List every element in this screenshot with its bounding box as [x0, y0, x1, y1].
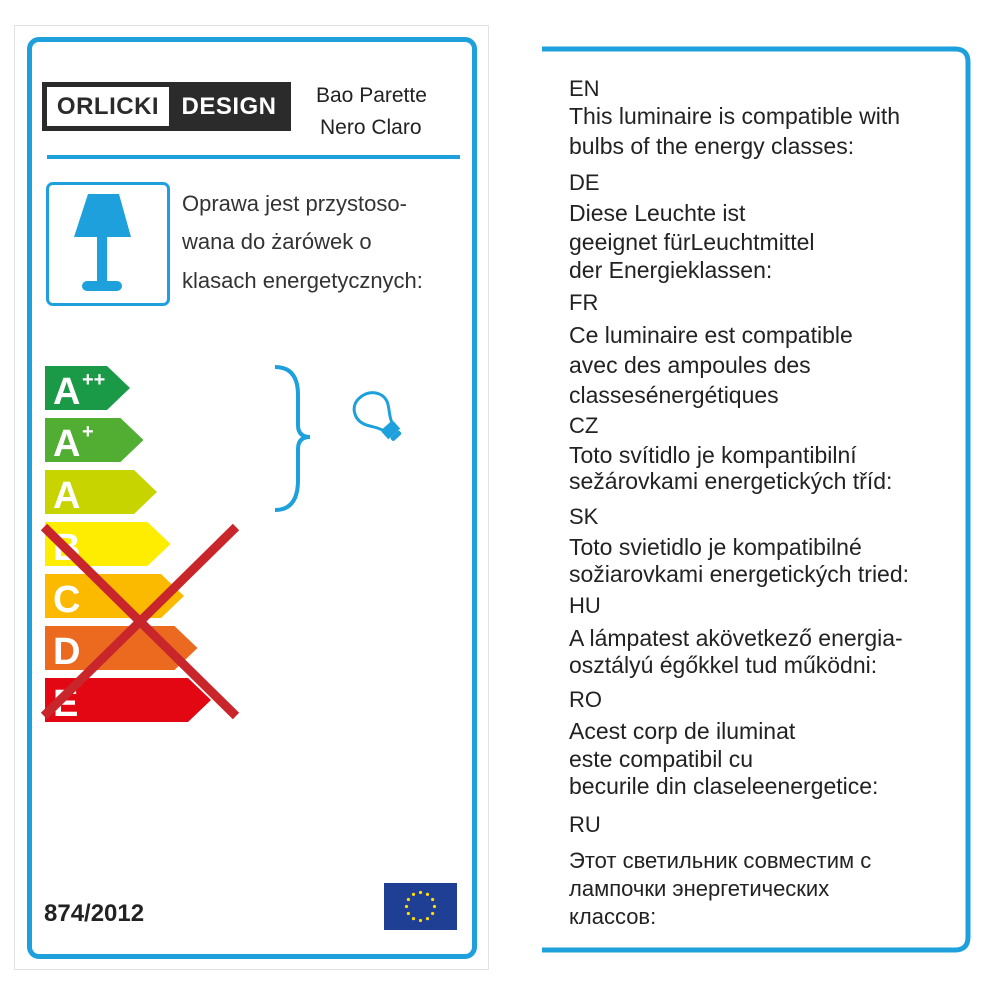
- eu-star: [406, 897, 410, 902]
- language-code: CZ: [569, 413, 599, 438]
- polish-text-line: klasach energetycznych:: [182, 268, 423, 293]
- compatibility-text-line: лампочки энергетических: [569, 876, 830, 901]
- product-variant: Nero Claro: [320, 116, 422, 139]
- language-code: EN: [569, 76, 600, 101]
- energy-class-superscript: ++: [82, 369, 105, 391]
- logo-right-text: DESIGN: [181, 93, 277, 120]
- eu-star: [431, 911, 435, 916]
- language-code: HU: [569, 593, 601, 618]
- product-name: Bao Parette: [316, 84, 427, 107]
- polish-text-line: Oprawa jest przystoso-: [182, 191, 407, 216]
- energy-scale: A++A+ABCDE: [40, 365, 457, 930]
- logo-left-text: ORLICKI: [47, 87, 169, 126]
- regulation-number: 874/2012: [44, 900, 145, 927]
- eu-star: [432, 904, 437, 909]
- divider: [47, 155, 460, 159]
- energy-class-superscript: +: [82, 421, 94, 443]
- language-code: SK: [569, 504, 599, 529]
- cross-out-icon: [40, 523, 240, 720]
- compatibility-text-line: bulbs of the energy classes:: [569, 133, 855, 159]
- compatibility-text-line: der Energieklassen:: [569, 257, 773, 283]
- compatibility-text-line: Этот светильник совместим с: [569, 848, 872, 873]
- compatibility-text-line: osztályú égőkkel tud működni:: [569, 652, 878, 678]
- compatibility-text-line: A lámpatest akövetkező energia-: [569, 625, 903, 651]
- compatibility-text-line: Toto svítidlo je kompantibilní: [569, 442, 857, 468]
- energy-class-label: A: [53, 371, 80, 413]
- language-code: FR: [569, 290, 599, 315]
- label-outer-frame: [14, 25, 489, 970]
- compatibility-text-line: Ce luminaire est compatible: [569, 322, 853, 348]
- compatibility-text-line: Acest corp de iluminat: [569, 718, 796, 744]
- compatibility-text-line: avec des ampoules des: [569, 352, 811, 378]
- eu-flag-icon: [384, 883, 457, 930]
- eu-star: [406, 911, 410, 916]
- compatibility-text-line: becurile din claseleenergetice:: [569, 773, 879, 799]
- eu-star: [425, 917, 430, 921]
- compatibility-text-line: классов:: [569, 904, 657, 929]
- bulb-icon: [352, 391, 402, 441]
- brand-logo: ORLICKI DESIGN: [42, 82, 291, 131]
- language-code: DE: [569, 170, 600, 195]
- eu-star: [425, 892, 430, 896]
- language-code: RU: [569, 812, 601, 837]
- compatibility-text-line: classesénergétiques: [569, 382, 779, 408]
- compatibility-text-line: Toto svietidlo je kompatibilné: [569, 534, 862, 560]
- eu-star: [418, 918, 423, 923]
- energy-class-label: D: [53, 631, 80, 673]
- compatibility-text-line: sežárovkami energetických tříd:: [569, 468, 893, 494]
- compatibility-text-line: Diese Leuchte ist: [569, 200, 746, 226]
- compatibility-text-line: geeignet fürLeuchtmittel: [569, 229, 815, 255]
- energy-class-arrow: [45, 366, 130, 410]
- compatibility-text-line: este compatibil cu: [569, 746, 754, 772]
- energy-class-arrow: [45, 678, 211, 722]
- energy-class-label: C: [53, 579, 80, 621]
- energy-class-label: A: [53, 475, 80, 517]
- eu-star: [411, 892, 416, 896]
- eu-star: [404, 904, 409, 909]
- eu-star: [418, 890, 423, 895]
- energy-class-arrow: [45, 470, 157, 514]
- eu-star: [431, 897, 435, 902]
- lamp-icon: [74, 194, 131, 291]
- polish-text-line: wana do żarówek o: [182, 229, 372, 254]
- compatibility-text-line: sožiarovkami energetických tried:: [569, 561, 910, 587]
- energy-class-arrow: [45, 418, 144, 462]
- compatibility-text-line: This luminaire is compatible with: [569, 103, 901, 129]
- language-code: RO: [569, 687, 602, 712]
- left-label-panel: [27, 37, 477, 959]
- eu-star: [411, 917, 416, 921]
- bracket-icon: [274, 365, 311, 512]
- lamp-icon-box: [46, 182, 170, 306]
- energy-class-label: A: [53, 423, 80, 465]
